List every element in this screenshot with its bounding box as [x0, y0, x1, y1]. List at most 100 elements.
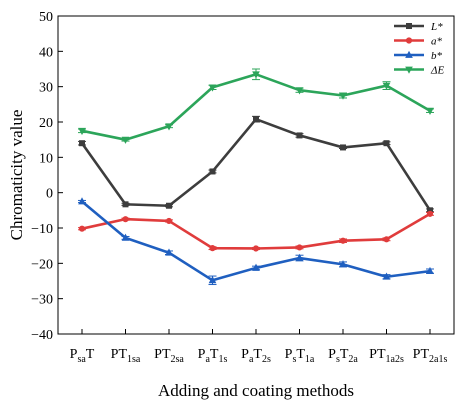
legend-marker [405, 50, 413, 58]
y-tick-labels: −40 −30 −20 −10 0 10 20 30 40 50 [31, 10, 53, 343]
data-point [339, 260, 347, 268]
data-point [383, 140, 390, 147]
legend-marker [406, 23, 412, 29]
y-tick-label: 0 [46, 187, 53, 202]
x-tick-label: PsT2a [328, 347, 358, 365]
x-tick-label: PsaT [70, 347, 95, 365]
data-point [79, 140, 85, 147]
legend-item: L* [394, 21, 443, 33]
data-point [208, 276, 217, 284]
series-line-a-star [81, 212, 431, 250]
data-point [382, 272, 391, 280]
x-tick-label: PT1a2s [369, 347, 404, 365]
x-tick-text: P [328, 347, 336, 362]
series-a-star [78, 210, 434, 252]
data-point [295, 253, 304, 261]
legend-label: L* [430, 21, 443, 33]
data-point [339, 92, 347, 100]
data-point [78, 127, 86, 136]
x-tick-text: P [285, 347, 293, 362]
x-tick-subscript: 1a [305, 354, 315, 365]
series-layer [78, 68, 434, 286]
legend-item: ΔE [394, 65, 444, 77]
legend: L* a* b* ΔE [394, 21, 444, 77]
x-tick-label: PT2a1s [413, 347, 448, 365]
data-point [252, 263, 260, 271]
data-point [122, 201, 129, 208]
data-point [383, 236, 390, 243]
y-tick-label: −20 [31, 257, 53, 272]
data-point [296, 132, 303, 139]
x-tick-subscript: a [249, 354, 254, 365]
y-tick-label: −40 [31, 328, 53, 343]
y-tick-label: 10 [39, 151, 53, 166]
x-tick-text: T [340, 347, 349, 362]
data-point [209, 245, 216, 252]
data-point [165, 123, 173, 131]
data-point [252, 245, 260, 252]
tick-marks [58, 15, 431, 335]
x-tick-subscript: 2a1s [429, 354, 447, 365]
x-tick-subscript: 1a2s [386, 354, 404, 365]
data-point [253, 116, 259, 123]
x-tick-text: PT [369, 347, 386, 362]
x-tick-text: P [241, 347, 249, 362]
data-point [208, 84, 217, 92]
x-tick-text: PT [413, 347, 430, 362]
legend-marker [405, 66, 413, 74]
x-tick-text: T [296, 347, 305, 362]
data-point [122, 216, 129, 223]
y-tick-label: −30 [31, 293, 53, 308]
x-tick-text: T [253, 347, 262, 362]
x-axis-title: Adding and coating methods [158, 381, 354, 400]
y-tick-label: 20 [39, 116, 53, 131]
x-tick-subscript: 2a [348, 354, 358, 365]
data-point [426, 210, 434, 217]
x-tick-label: PsT1a [285, 347, 315, 365]
data-point [165, 248, 173, 256]
x-tick-text: T [86, 347, 95, 362]
data-point [209, 168, 216, 175]
legend-label: b* [431, 50, 443, 62]
legend-marker [405, 37, 413, 44]
x-tick-text: PT [154, 347, 171, 362]
x-tick-subscript: a [205, 354, 210, 365]
data-point [78, 197, 86, 205]
data-point [121, 136, 130, 144]
series-delta-e [78, 68, 434, 144]
legend-label: a* [431, 36, 443, 48]
x-tick-subscript: s [292, 354, 296, 365]
y-tick-label: −10 [31, 222, 53, 237]
y-tick-label: 30 [39, 81, 53, 96]
x-tick-labels: PsaT PT1sa PT2sa PaT1s PaT2s PsT1a PsT2a PT1a2s… [70, 347, 448, 365]
x-tick-subscript: 1s [218, 354, 227, 365]
x-tick-label: PT1sa [111, 347, 141, 365]
x-tick-text: T [210, 347, 219, 362]
data-point [165, 217, 173, 225]
y-axis-title: Chromaticity value [7, 110, 26, 241]
legend-item: b* [394, 50, 443, 62]
data-point [426, 266, 434, 275]
series-line-l-star [80, 117, 432, 212]
x-tick-subscript: sa [77, 354, 86, 365]
plot-frame [57, 15, 455, 335]
data-point [78, 225, 86, 232]
x-tick-subscript: 2sa [171, 354, 185, 365]
x-tick-text: P [70, 347, 78, 362]
y-tick-label: 40 [39, 45, 53, 60]
x-tick-subscript: s [336, 354, 340, 365]
x-tick-label: PT2sa [154, 347, 184, 365]
data-point [252, 71, 260, 79]
x-tick-text: PT [111, 347, 128, 362]
data-point [382, 82, 391, 90]
data-point [340, 144, 346, 151]
data-point [339, 237, 347, 244]
data-point [426, 107, 434, 115]
x-tick-subscript: 2s [262, 354, 271, 365]
legend-item: a* [394, 36, 443, 48]
series-l-star [78, 115, 434, 214]
legend-label: ΔE [430, 65, 444, 77]
x-tick-label: PaT1s [198, 347, 228, 365]
x-tick-label: PaT2s [241, 347, 271, 365]
